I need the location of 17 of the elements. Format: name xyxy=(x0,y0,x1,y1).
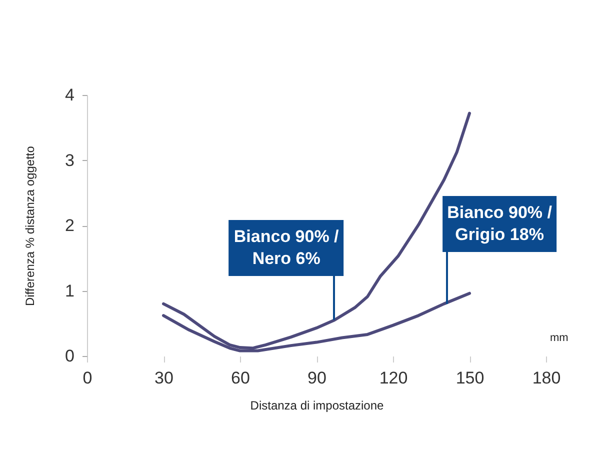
annotation: Bianco 90% / Nero 6% xyxy=(228,220,344,276)
x-tick-label: 180 xyxy=(532,368,561,388)
y-tick-label: 2 xyxy=(65,216,74,235)
x-tick-label: 60 xyxy=(231,368,250,388)
y-tick-label: 4 xyxy=(65,86,74,104)
y-tick-label: 3 xyxy=(65,150,74,170)
x-tick-label: 90 xyxy=(308,368,326,388)
y-tick-label: 0 xyxy=(65,346,74,366)
y-axis-title: Differenza % distanza oggetto xyxy=(23,146,38,306)
y-tick-label: 1 xyxy=(65,281,74,300)
x-axis-title: Distanza di impostazione xyxy=(250,398,384,412)
x-tick-label: 30 xyxy=(154,368,174,388)
x-tick-label: 150 xyxy=(456,368,484,388)
annotation: Bianco 90% / Grigio 18% xyxy=(442,196,557,252)
x-tick-label: 0 xyxy=(82,368,92,388)
x-tick-label: 120 xyxy=(379,368,408,388)
text: mm xyxy=(550,332,568,344)
